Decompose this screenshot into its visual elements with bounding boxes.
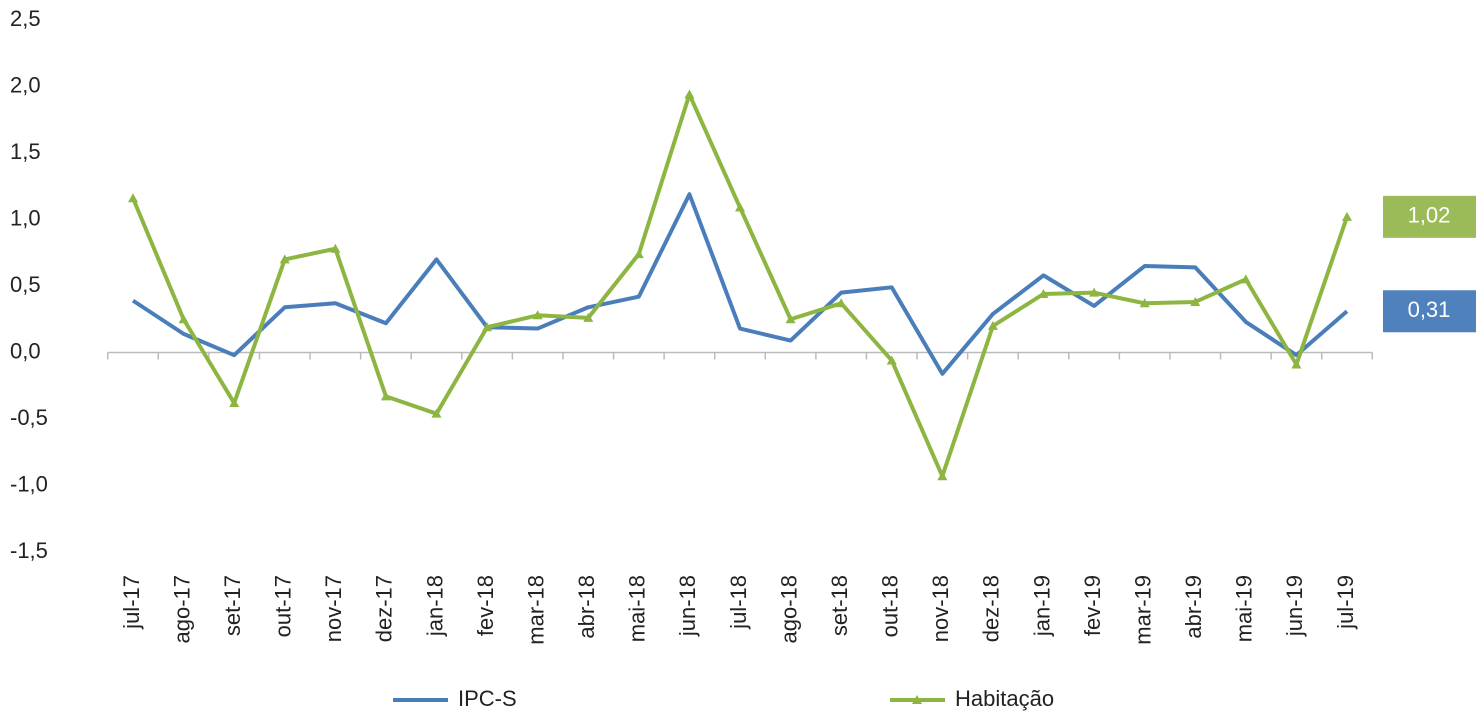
point-marker xyxy=(482,322,493,332)
point-marker xyxy=(1089,287,1100,297)
legend-label: IPC-S xyxy=(458,686,517,711)
value-label-box xyxy=(1383,195,1476,238)
point-marker xyxy=(1190,296,1201,306)
x-tick-label: jun-19 xyxy=(1282,575,1307,637)
x-tick-label: fev-19 xyxy=(1080,575,1105,636)
y-tick-label: -1,0 xyxy=(10,471,48,496)
x-tick-label: out-18 xyxy=(878,575,903,637)
point-marker xyxy=(633,249,644,259)
x-tick-label: nov-17 xyxy=(321,575,346,642)
point-marker xyxy=(785,314,796,324)
x-tick-label: fev-18 xyxy=(473,575,498,636)
x-tick-label: dez-18 xyxy=(979,575,1004,642)
x-tick-label: abr-18 xyxy=(574,575,599,639)
point-marker xyxy=(937,471,948,481)
point-marker xyxy=(532,310,543,320)
point-marker xyxy=(431,408,442,418)
x-tick-label: set-18 xyxy=(827,575,852,636)
x-tick-label: jan-19 xyxy=(1029,575,1054,637)
legend-label: Habitação xyxy=(955,686,1054,711)
y-tick-label: -1,5 xyxy=(10,538,48,563)
y-tick-label: 0,5 xyxy=(10,272,41,297)
y-tick-label: 1,0 xyxy=(10,205,41,230)
x-tick-label: mar-18 xyxy=(523,575,548,645)
value-label: 0,31 xyxy=(1408,297,1451,322)
point-marker xyxy=(836,298,847,308)
y-tick-label: 2,5 xyxy=(10,6,41,31)
x-tick-label: jan-18 xyxy=(422,575,447,637)
x-tick-label: set-17 xyxy=(220,575,245,636)
x-tick-label: jun-18 xyxy=(675,575,700,637)
point-marker xyxy=(684,89,695,99)
value-label-box xyxy=(1383,290,1476,333)
point-marker xyxy=(229,398,240,408)
point-marker xyxy=(1038,288,1049,298)
x-tick-label: ago-18 xyxy=(776,575,801,644)
point-marker xyxy=(583,312,594,322)
series-line xyxy=(131,92,1349,479)
y-tick-label: 1,5 xyxy=(10,139,41,164)
point-marker xyxy=(330,243,341,253)
point-marker xyxy=(1139,298,1150,308)
point-marker xyxy=(1291,359,1302,369)
x-tick-label: dez-17 xyxy=(372,575,397,642)
x-tick-label: jul-17 xyxy=(119,575,144,630)
point-marker xyxy=(1240,274,1251,284)
point-marker xyxy=(987,320,998,330)
value-label: 1,02 xyxy=(1408,203,1451,228)
x-tick-label: mar-19 xyxy=(1130,575,1155,645)
point-marker xyxy=(380,391,391,401)
x-tick-label: ago-17 xyxy=(169,575,194,644)
x-tick-label: out-17 xyxy=(271,575,296,637)
series-line xyxy=(131,192,1349,376)
x-tick-label: jul-18 xyxy=(726,575,751,630)
x-tick-label: abr-19 xyxy=(1181,575,1206,639)
point-marker xyxy=(886,355,897,365)
point-marker xyxy=(1342,211,1352,221)
point-marker xyxy=(279,254,290,264)
point-marker xyxy=(128,193,138,203)
x-tick-label: mai-18 xyxy=(625,575,650,642)
point-marker xyxy=(178,314,189,324)
y-tick-label: 0,0 xyxy=(10,338,41,363)
x-tick-label: jul-19 xyxy=(1333,575,1358,630)
legend-marker xyxy=(912,695,922,704)
x-tick-label: nov-18 xyxy=(928,575,953,642)
x-tick-label: mai-19 xyxy=(1232,575,1257,642)
point-marker xyxy=(735,202,745,212)
y-tick-label: 2,0 xyxy=(10,72,41,97)
y-tick-label: -0,5 xyxy=(10,405,48,430)
